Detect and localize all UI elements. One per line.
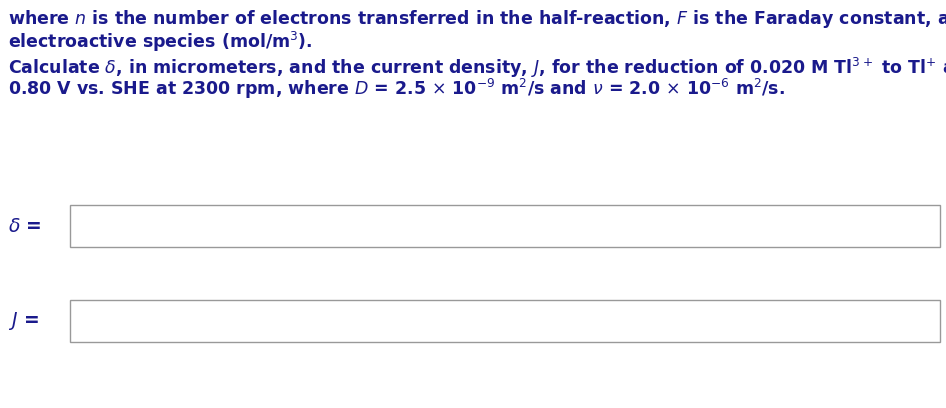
FancyBboxPatch shape	[70, 205, 940, 247]
Text: $\delta$ =: $\delta$ =	[8, 217, 42, 235]
Text: $J$ =: $J$ =	[8, 310, 39, 332]
Text: electroactive species (mol/m$^3$).: electroactive species (mol/m$^3$).	[8, 30, 312, 54]
FancyBboxPatch shape	[70, 300, 940, 342]
Text: 0.80 V vs. SHE at 2300 rpm, where $D$ = 2.5 $\times$ 10$^{-9}$ m$^2$/s and $\nu$: 0.80 V vs. SHE at 2300 rpm, where $D$ = …	[8, 77, 785, 101]
Text: where $n$ is the number of electrons transferred in the half-reaction, $F$ is th: where $n$ is the number of electrons tra…	[8, 8, 946, 30]
Text: Calculate $\delta$, in micrometers, and the current density, $J$, for the reduct: Calculate $\delta$, in micrometers, and …	[8, 56, 946, 80]
